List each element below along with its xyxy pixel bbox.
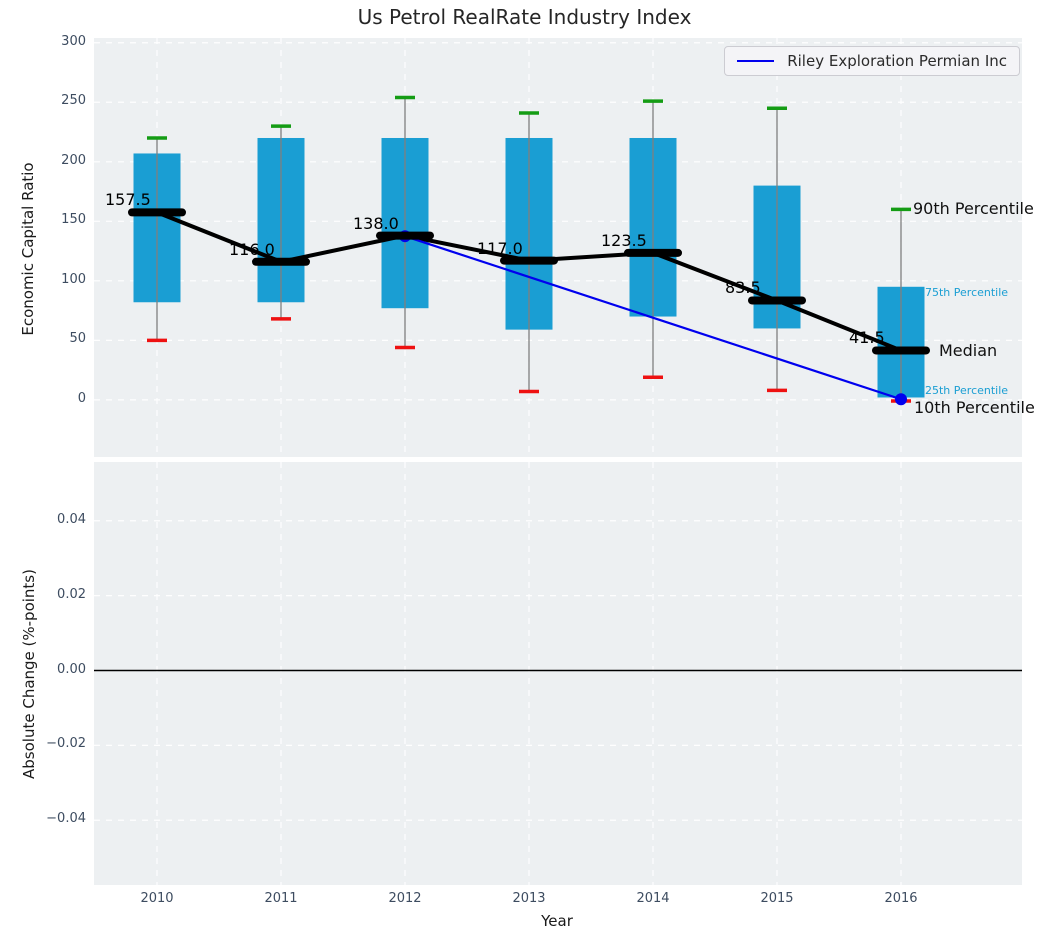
median-value-label: 41.5 <box>849 328 885 347</box>
x-axis-label: Year <box>517 912 597 930</box>
y-tick-label-top: 150 <box>26 212 86 227</box>
x-tick-label: 2014 <box>613 891 693 906</box>
y-tick-label-bottom: 0.04 <box>26 512 86 527</box>
median-bar <box>748 296 806 304</box>
median-value-label: 117.0 <box>477 239 523 258</box>
median-value-label: 138.0 <box>353 214 399 233</box>
median-value-label: 116.0 <box>229 240 275 259</box>
annotation-90th-percentile: 90th Percentile <box>913 199 1034 218</box>
median-bar <box>624 249 682 257</box>
annotation-25th-percentile: 25th Percentile <box>925 384 1008 397</box>
x-tick-label: 2013 <box>489 891 569 906</box>
y-tick-label-top: 100 <box>26 272 86 287</box>
y-tick-label-top: 250 <box>26 93 86 108</box>
legend-label: Riley Exploration Permian Inc <box>787 52 1007 70</box>
y-tick-label-bottom: −0.02 <box>26 736 86 751</box>
chart-title: Us Petrol RealRate Industry Index <box>0 5 1049 29</box>
y-tick-label-bottom: 0.02 <box>26 587 86 602</box>
y-tick-label-top: 0 <box>26 391 86 406</box>
y-tick-label-top: 50 <box>26 331 86 346</box>
median-bar <box>500 257 558 265</box>
overlay-company-marker <box>895 393 907 405</box>
median-bar <box>252 258 310 266</box>
annotation-10th-percentile: 10th Percentile <box>914 398 1035 417</box>
median-bar <box>872 346 930 354</box>
x-tick-label: 2011 <box>241 891 321 906</box>
x-tick-label: 2016 <box>861 891 941 906</box>
median-bar <box>128 208 186 216</box>
annotation-75th-percentile: 75th Percentile <box>925 286 1008 299</box>
top-plot-area: Riley Exploration Permian Inc 157.5 116.0… <box>94 38 1022 457</box>
y-tick-label-bottom: −0.04 <box>26 811 86 826</box>
median-value-label: 157.5 <box>105 190 151 209</box>
annotation-median: Median <box>939 341 997 360</box>
legend-line-sample <box>737 60 774 62</box>
x-tick-label: 2010 <box>117 891 197 906</box>
y-tick-label-top: 300 <box>26 34 86 49</box>
x-tick-label: 2012 <box>365 891 445 906</box>
legend-box: Riley Exploration Permian Inc <box>724 46 1020 76</box>
y-axis-label-top: Economic Capital Ratio <box>19 159 37 339</box>
bottom-plot-area <box>94 462 1022 885</box>
median-value-label: 123.5 <box>601 231 647 250</box>
figure: Us Petrol RealRate Industry Index Econom… <box>0 0 1049 942</box>
y-tick-label-bottom: 0.00 <box>26 662 86 677</box>
y-tick-label-top: 200 <box>26 153 86 168</box>
median-value-label: 83.5 <box>725 278 761 297</box>
bottom-plot-canvas <box>94 462 1022 885</box>
x-tick-label: 2015 <box>737 891 817 906</box>
median-bar <box>376 232 434 240</box>
